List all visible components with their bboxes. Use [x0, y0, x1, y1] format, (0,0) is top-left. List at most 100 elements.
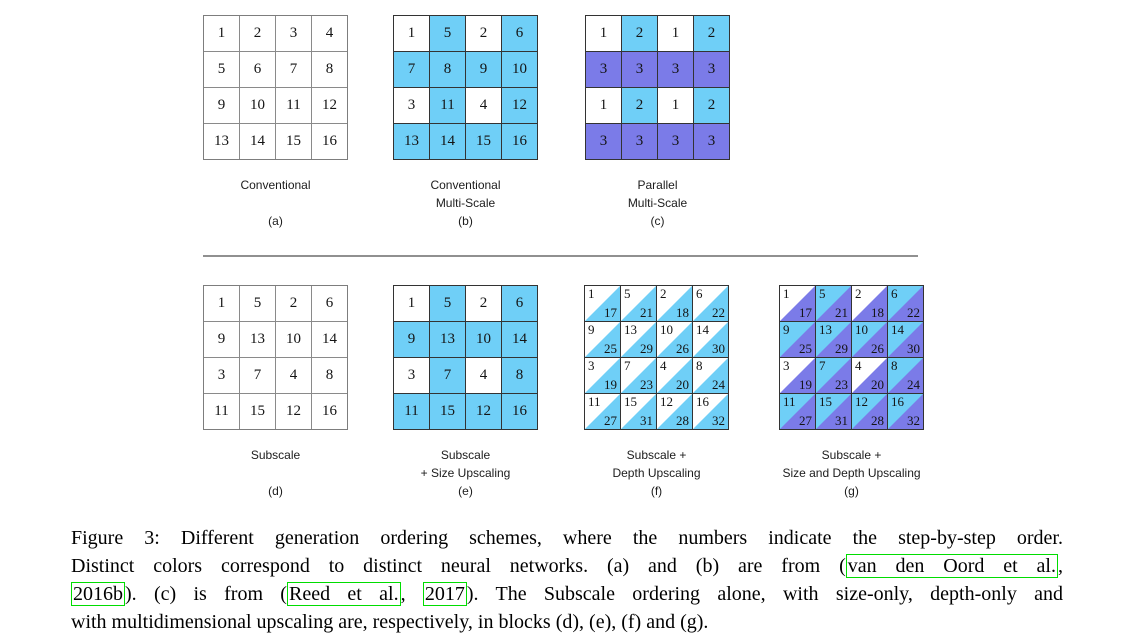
cell-step-number: 8 — [325, 61, 334, 77]
caption-line: Distinct colors correspond to distinct n… — [71, 552, 1063, 580]
grid-cell: 3 — [394, 358, 429, 393]
grid-cell: 9 — [394, 322, 429, 357]
cell-step-number-first: 3 — [588, 358, 595, 373]
cell-step-number-first: 4 — [855, 358, 862, 373]
cell-step-number: 5 — [217, 61, 226, 77]
cell-step-number-second: 25 — [604, 341, 617, 356]
grid-cell: 8 — [430, 52, 465, 87]
panel-letter: (a) — [268, 214, 283, 228]
cell-step-number-second: 17 — [799, 305, 812, 320]
grid-cell: 5 21 — [621, 286, 656, 321]
grid-cell: 4 — [312, 16, 347, 51]
cell-step-number-first: 5 — [624, 286, 631, 301]
panel-name: Conventional — [161, 177, 391, 212]
grid-cell: 12 28 — [852, 394, 887, 429]
cell-step-number-first: 14 — [696, 322, 709, 337]
grid-cell: 6 22 — [888, 286, 923, 321]
cell-step-number: 13 — [214, 133, 229, 149]
panel-name-line: Subscale + — [821, 448, 882, 462]
citation-link[interactable]: Reed et al. — [286, 582, 401, 606]
cell-step-number-second: 18 — [871, 305, 884, 320]
grid-cell: 16 — [312, 124, 347, 159]
cell-step-number: 3 — [289, 25, 298, 41]
grid-cell: 2 18 — [657, 286, 692, 321]
cell-step-number: 3 — [635, 133, 644, 149]
caption-text: with multidimensional upscaling are, res… — [71, 611, 709, 633]
cell-step-number-first: 10 — [660, 322, 673, 337]
cell-step-number-first: 15 — [819, 394, 832, 409]
cell-step-number: 12 — [286, 403, 301, 419]
panel-letter: (e) — [458, 484, 473, 498]
cell-step-number-first: 16 — [696, 394, 709, 409]
grid-cell: 12 28 — [657, 394, 692, 429]
panel-label: Subscale + Depth Upscaling (f) — [542, 447, 772, 500]
panel-name-line: Conventional — [430, 178, 501, 192]
grid-cell: 3 19 — [780, 358, 815, 393]
grid-cell: 11 — [430, 88, 465, 123]
panel-name-line: Subscale + — [626, 448, 687, 462]
cell-step-number: 1 — [599, 25, 608, 41]
caption-text: , — [1058, 555, 1063, 577]
ordering-grid-subscale-size: 1 5 2 6 9 13 10 14 3 7 4 8 11 15 12 16 — [393, 285, 538, 430]
ordering-grid-conventional: 1 2 3 4 5 6 7 8 9 10 11 12 13 14 15 16 — [203, 15, 348, 160]
grid-cell: 9 25 — [585, 322, 620, 357]
cell-step-number-first: 11 — [783, 394, 796, 409]
cell-step-number: 3 — [671, 133, 680, 149]
grid-cell: 2 — [622, 88, 657, 123]
cell-step-number: 11 — [440, 97, 455, 113]
grid-cell: 13 — [430, 322, 465, 357]
grid-cell: 12 — [502, 88, 537, 123]
caption-text: Distinct colors correspond to distinct n… — [71, 555, 846, 577]
row-divider-line — [203, 255, 918, 257]
grid-cell: 1 — [586, 88, 621, 123]
grid-cell: 10 — [276, 322, 311, 357]
citation-link[interactable]: 2016b — [71, 582, 125, 606]
cell-step-number-first: 3 — [783, 358, 790, 373]
grid-cell: 10 26 — [657, 322, 692, 357]
panel-name-line: Parallel — [637, 178, 678, 192]
grid-cell: 16 — [312, 394, 347, 429]
cell-step-number-second: 30 — [712, 341, 725, 356]
cell-step-number: 2 — [707, 97, 716, 113]
cell-step-number-first: 1 — [783, 286, 790, 301]
cell-step-number: 14 — [512, 331, 527, 347]
grid-cell: 11 — [394, 394, 429, 429]
cell-step-number: 8 — [325, 367, 334, 383]
cell-step-number: 1 — [599, 97, 608, 113]
grid-cell: 3 19 — [585, 358, 620, 393]
grid-cell: 5 — [240, 286, 275, 321]
grid-cell: 14 — [502, 322, 537, 357]
grid-cell: 12 — [466, 394, 501, 429]
grid-cell: 5 — [204, 52, 239, 87]
panel-name-line: Depth Upscaling — [612, 465, 701, 480]
cell-step-number: 1 — [407, 295, 416, 311]
grid-cell: 13 — [394, 124, 429, 159]
panel-name-line: Subscale — [440, 448, 491, 462]
citation-link[interactable]: van den Oord et al. — [845, 554, 1058, 578]
panel-e: 1 5 2 6 9 13 10 14 3 7 4 8 11 15 12 16 Subscale + Size … — [393, 285, 538, 498]
cell-step-number: 5 — [443, 25, 452, 41]
cell-step-number-first: 9 — [588, 322, 595, 337]
cell-step-number: 4 — [325, 25, 334, 41]
cell-step-number-first: 6 — [696, 286, 703, 301]
cell-step-number: 15 — [440, 403, 455, 419]
caption-text: Figure 3: Different generation ordering … — [71, 527, 1063, 549]
cell-step-number: 6 — [515, 25, 524, 41]
cell-step-number-second: 23 — [835, 377, 848, 392]
cell-step-number: 1 — [671, 25, 680, 41]
grid-cell: 14 30 — [888, 322, 923, 357]
cell-step-number-second: 17 — [604, 305, 617, 320]
cell-step-number-first: 12 — [855, 394, 868, 409]
cell-step-number-second: 24 — [907, 377, 920, 392]
cell-step-number: 15 — [286, 133, 301, 149]
cell-step-number: 4 — [479, 367, 488, 383]
grid-cell: 6 — [502, 286, 537, 321]
grid-cell: 3 — [694, 124, 729, 159]
grid-cell: 5 — [430, 286, 465, 321]
cell-step-number-second: 28 — [676, 413, 689, 428]
cell-step-number-second: 29 — [835, 341, 848, 356]
citation-link[interactable]: 2017 — [422, 582, 467, 606]
ordering-grid-subscale-depth: 1 17 5 21 2 18 6 22 9 25 13 29 10 26 14 30 3 19 7 23 4 20 8 24 1… — [584, 285, 729, 430]
cell-step-number-first: 14 — [891, 322, 904, 337]
